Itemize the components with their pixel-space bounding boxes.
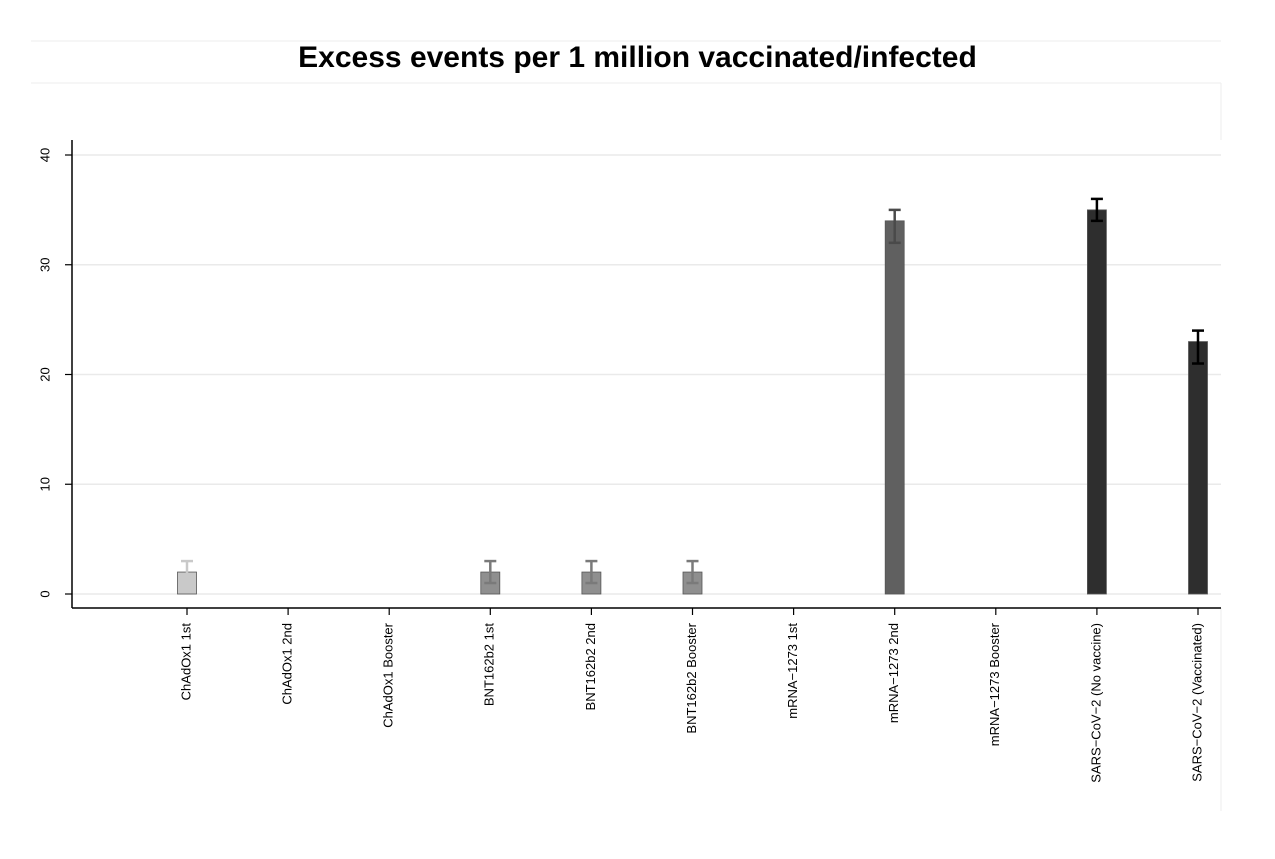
error-bar (1192, 329, 1204, 365)
x-tick-label: BNT162b2 2nd (583, 623, 598, 710)
x-tick-label: BNT162b2 Booster (684, 622, 699, 733)
error-bar (585, 559, 598, 585)
bar (1188, 341, 1208, 595)
x-tick-label: mRNA−1273 Booster (987, 622, 1002, 746)
x-tick-label: mRNA−1273 1st (785, 623, 800, 719)
error-bar (484, 559, 497, 585)
bar (884, 220, 905, 595)
y-tick-label: 0 (37, 590, 52, 597)
y-tick-label: 10 (37, 477, 52, 491)
y-tick-label: 20 (37, 367, 52, 381)
bars (177, 209, 1208, 595)
y-tick-label: 30 (37, 258, 52, 272)
x-tick-label: SARS−CoV−2 (No vaccine) (1088, 623, 1103, 783)
axes (65, 140, 1221, 615)
x-tick-label: BNT162b2 1st (482, 623, 497, 706)
x-tick-label: ChAdOx1 1st (178, 623, 193, 701)
error-bar (888, 208, 901, 245)
x-tick-label: SARS−CoV−2 (Vaccinated) (1189, 623, 1204, 782)
frame-lines (31, 40, 1222, 811)
error-bar (686, 559, 699, 585)
y-tick-label: 40 (37, 148, 52, 162)
error-bar (181, 559, 193, 585)
x-tick-label: ChAdOx1 Booster (381, 622, 396, 727)
x-tick-label: ChAdOx1 2nd (280, 623, 295, 705)
bar (1087, 209, 1107, 595)
gridlines (72, 154, 1221, 595)
error-bars (181, 197, 1204, 585)
chart-title: Excess events per 1 million vaccinated/i… (298, 41, 977, 74)
y-tick-labels: 0 10 20 30 40 (37, 148, 52, 598)
x-tick-label: mRNA−1273 2nd (886, 623, 901, 723)
x-tick-labels: ChAdOx1 1st ChAdOx1 2nd ChAdOx1 Booster BNT… (178, 622, 1204, 782)
error-bar (1090, 197, 1103, 223)
